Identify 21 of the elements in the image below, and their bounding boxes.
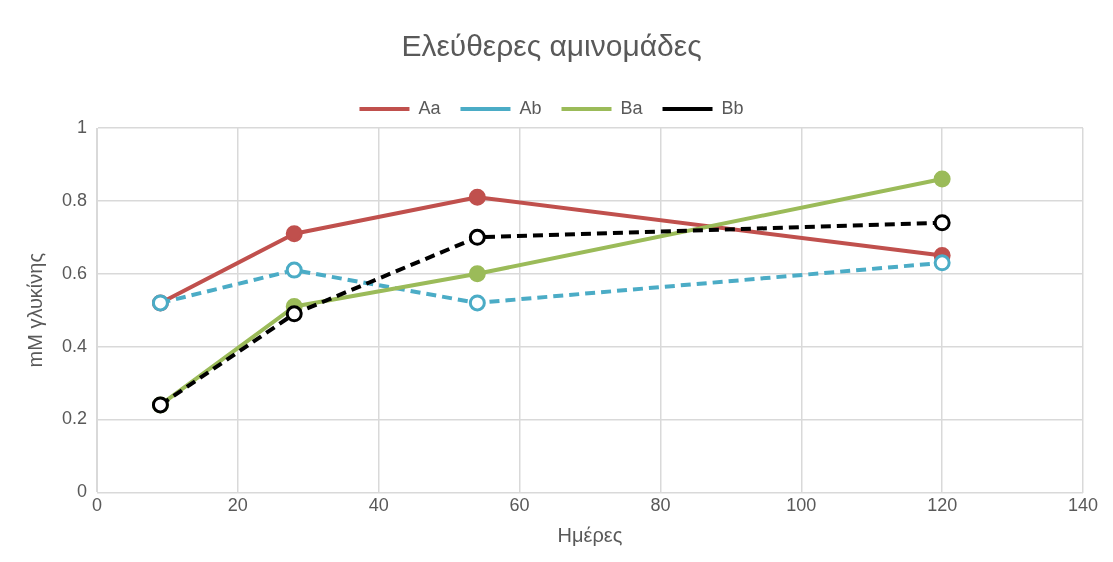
- legend-label: Aa: [418, 97, 442, 118]
- legend-label: Ab: [519, 97, 542, 118]
- x-tick-label: 120: [927, 495, 958, 516]
- x-tick-label: 140: [1067, 495, 1099, 516]
- chart-title: Ελεύθερες αμινομάδες: [401, 29, 702, 63]
- y-tick-label: 0.4: [61, 335, 88, 356]
- y-tick-label: 0.2: [61, 408, 88, 429]
- x-tick-label: 20: [227, 495, 248, 516]
- x-tick-label: 80: [650, 495, 671, 516]
- x-tick-label: 0: [92, 495, 103, 516]
- legend-label: Ba: [620, 97, 644, 118]
- x-axis-title: Ημέρες: [557, 523, 623, 546]
- y-tick-label: 0: [77, 481, 88, 502]
- x-tick-label: 40: [368, 495, 389, 516]
- y-axis-title: mM γλυκίνης: [23, 252, 46, 368]
- x-tick-label: 60: [509, 495, 530, 516]
- legend-label: Bb: [721, 97, 744, 118]
- y-tick-label: 0.6: [61, 262, 88, 283]
- y-tick-label: 1: [77, 116, 88, 137]
- y-tick-label: 0.8: [61, 189, 88, 210]
- x-tick-label: 100: [786, 495, 817, 516]
